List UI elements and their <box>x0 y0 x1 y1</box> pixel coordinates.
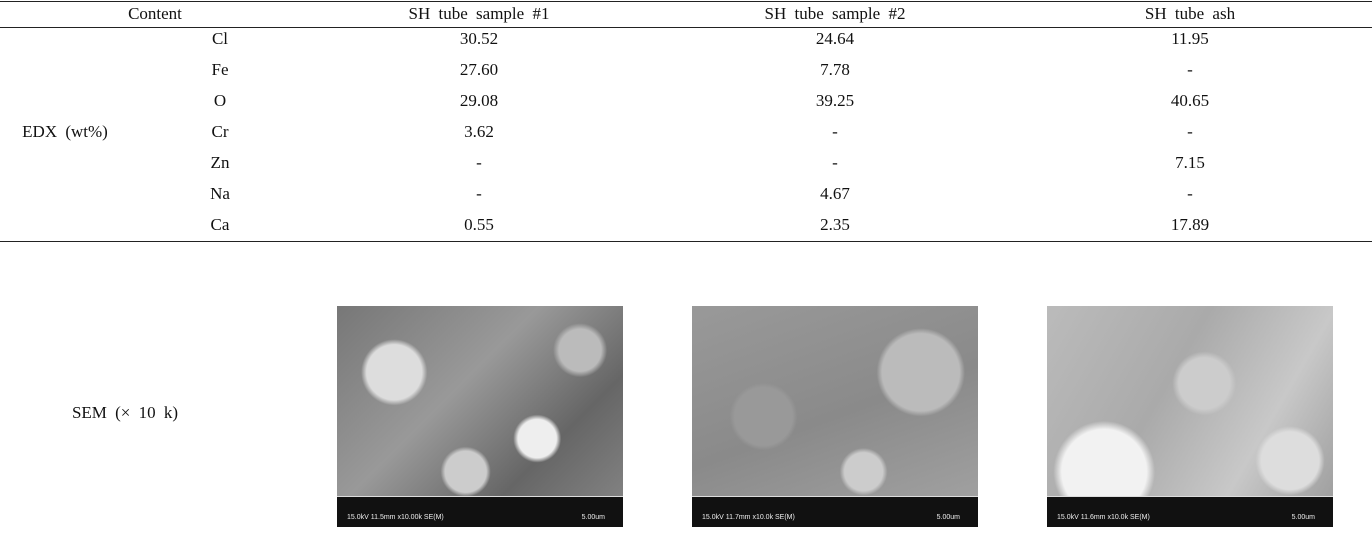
value-cell: 7.15 <box>1175 153 1205 172</box>
element-cell: Fe <box>211 60 229 79</box>
value-cell: - <box>476 184 482 203</box>
scale-bar: 15.0kV 11.5mm x10.00k SE(M) 5.00um <box>337 496 623 527</box>
sem-image: 15.0kV 11.7mm x10.0k SE(M) 5.00um <box>692 306 978 527</box>
value-cell: 27.60 <box>459 60 499 79</box>
sem-label: SEM (× 10 k) <box>71 403 179 422</box>
image-caption: 15.0kV 11.5mm x10.00k SE(M) <box>347 514 444 521</box>
value-cell: 11.95 <box>1171 29 1209 48</box>
value-cell: - <box>1187 184 1193 203</box>
image-caption: 15.0kV 11.6mm x10.0k SE(M) <box>1057 514 1150 521</box>
value-cell: 39.25 <box>815 91 855 110</box>
image-caption: 15.0kV 11.7mm x10.0k SE(M) <box>702 514 795 521</box>
value-cell: 40.65 <box>1170 91 1210 110</box>
value-cell: 30.52 <box>459 29 499 48</box>
value-cell: - <box>476 153 482 172</box>
value-cell: 3.62 <box>464 122 494 141</box>
value-cell: 17.89 <box>1170 215 1210 234</box>
element-cell: Zn <box>210 153 230 172</box>
value-cell: 4.67 <box>820 184 850 203</box>
header-cell: Content <box>128 4 182 23</box>
section-rule <box>0 241 1372 242</box>
sem-image: 15.0kV 11.5mm x10.00k SE(M) 5.00um <box>337 306 623 527</box>
value-cell: 0.55 <box>464 215 494 234</box>
element-cell: O <box>213 91 227 110</box>
header-cell: SH tube sample #1 <box>408 4 550 23</box>
scale-bar: 15.0kV 11.6mm x10.0k SE(M) 5.00um <box>1047 496 1333 527</box>
header-rule <box>0 27 1372 28</box>
header-cell: SH tube sample #2 <box>764 4 906 23</box>
element-cell: Cr <box>211 122 229 141</box>
edx-label: EDX (wt%) <box>22 122 108 141</box>
sem-image: 15.0kV 11.6mm x10.0k SE(M) 5.00um <box>1047 306 1333 527</box>
element-cell: Cl <box>211 29 229 48</box>
image-scale: 5.00um <box>936 514 960 521</box>
value-cell: 7.78 <box>820 60 850 79</box>
element-cell: Ca <box>210 215 230 234</box>
value-cell: - <box>832 122 838 141</box>
value-cell: - <box>832 153 838 172</box>
value-cell: 2.35 <box>820 215 850 234</box>
image-scale: 5.00um <box>1291 514 1315 521</box>
value-cell: 29.08 <box>459 91 499 110</box>
image-scale: 5.00um <box>581 514 605 521</box>
element-cell: Na <box>210 184 230 203</box>
scale-bar: 15.0kV 11.7mm x10.0k SE(M) 5.00um <box>692 496 978 527</box>
top-rule <box>0 1 1372 2</box>
value-cell: 24.64 <box>815 29 855 48</box>
header-cell: SH tube ash <box>1144 4 1236 23</box>
value-cell: - <box>1187 122 1193 141</box>
value-cell: - <box>1187 60 1193 79</box>
